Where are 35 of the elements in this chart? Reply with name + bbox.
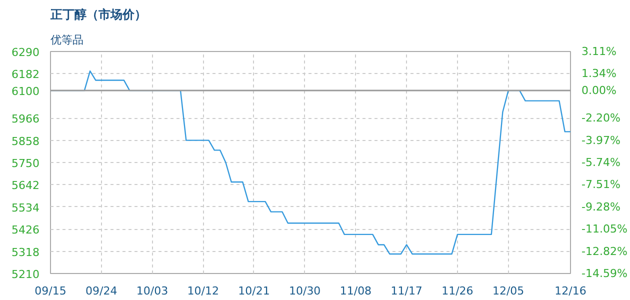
y-tick-label: 5534 xyxy=(12,201,40,214)
y2-tick-label: -5.74% xyxy=(582,156,620,169)
x-tick-label: 09/15 xyxy=(34,284,66,298)
y-tick-label: 5426 xyxy=(12,224,40,237)
y2-tick-label: -7.51% xyxy=(582,178,620,192)
x-tick-label: 10/03 xyxy=(136,284,168,298)
y-tick-label: 6100 xyxy=(12,85,40,98)
y-tick-label: 5966 xyxy=(12,112,40,126)
y2-tick-label: -14.59% xyxy=(582,267,628,280)
x-tick-label: 09/24 xyxy=(86,284,118,298)
y-tick-label: 5210 xyxy=(12,268,40,281)
y2-tick-label: 3.11% xyxy=(582,45,616,58)
x-tick-label: 11/08 xyxy=(340,284,372,298)
y2-tick-label: -2.20% xyxy=(582,112,620,125)
x-tick-label: 10/30 xyxy=(289,284,321,298)
y2-tick-label: 0.00% xyxy=(582,84,616,98)
y-tick-label: 5642 xyxy=(12,179,40,192)
y-tick-label: 5318 xyxy=(12,246,40,259)
x-tick-label: 11/26 xyxy=(442,284,474,298)
chart-subtitle: 优等品 xyxy=(50,34,84,46)
chart-title: 正丁醇（市场价） xyxy=(50,8,146,22)
x-tick-label: 11/17 xyxy=(390,284,422,298)
x-tick-label: 12/05 xyxy=(492,284,524,298)
y-tick-label: 5750 xyxy=(12,157,40,170)
x-tick-label: 10/21 xyxy=(238,284,270,298)
y-tick-label: 6290 xyxy=(12,46,40,59)
x-tick-label: 12/16 xyxy=(554,284,586,298)
y-tick-label: 5858 xyxy=(12,134,40,148)
y2-tick-label: -3.97% xyxy=(582,134,620,147)
y2-tick-label: -9.28% xyxy=(582,200,620,214)
y2-tick-label: -11.05% xyxy=(582,222,628,236)
x-tick-label: 10/12 xyxy=(187,284,219,298)
y-tick-label: 6182 xyxy=(12,68,40,82)
y2-tick-label: -12.82% xyxy=(582,244,628,258)
y2-tick-label: 1.34% xyxy=(582,67,616,80)
